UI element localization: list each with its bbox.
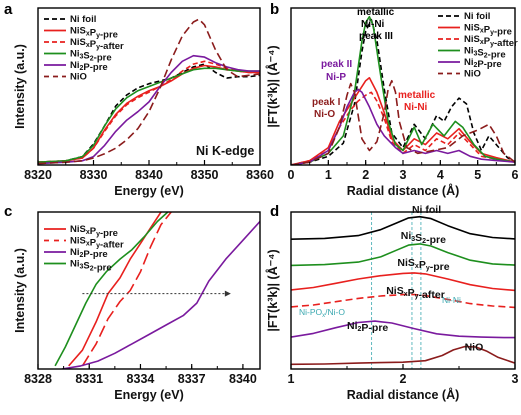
series-line-ni-3s-2-pre bbox=[54, 212, 169, 367]
shift-arrow-head bbox=[224, 290, 231, 297]
panel-label-b: b bbox=[270, 1, 279, 18]
legend-label: Ni2P-pre bbox=[70, 60, 108, 73]
legend-label: NiSxPy-pre bbox=[70, 224, 118, 239]
peak-three-label: peak III bbox=[359, 31, 393, 42]
x-tick-label: 8360 bbox=[246, 168, 274, 182]
ni-ni-top-label: Ni-Ni bbox=[361, 19, 385, 30]
legend-label: NiSxPy-after bbox=[70, 236, 124, 251]
legend-label: NiSxPy-after bbox=[464, 34, 518, 49]
series-layer-d bbox=[291, 215, 515, 366]
plot-frame-c bbox=[37, 211, 261, 370]
x-axis-label: Radial distance (Å) bbox=[347, 183, 460, 198]
x-axis-label: Energy (eV) bbox=[114, 388, 183, 402]
x-tick-label: 1 bbox=[325, 168, 332, 182]
legend-label: Ni foil bbox=[70, 14, 96, 25]
x-tick-label: 8337 bbox=[178, 372, 206, 386]
y-axis-label: Intensity (a.u.) bbox=[13, 44, 27, 129]
series-line-ni-3s-2-pre bbox=[291, 15, 515, 165]
series-line-ni-3s-2-pre bbox=[291, 243, 515, 267]
metallic-top-label: metallic bbox=[357, 7, 395, 18]
series-line-ni-foil bbox=[291, 18, 515, 165]
legend-label: Ni3S2-pre bbox=[70, 49, 112, 64]
legend-label: Ni foil bbox=[464, 11, 490, 22]
x-tick-label: 2 bbox=[400, 372, 407, 386]
x-tick-label: 8331 bbox=[75, 372, 103, 386]
legend-label: NiSxPy-pre bbox=[70, 26, 118, 41]
x-tick-label: 8320 bbox=[24, 168, 52, 182]
y-axis-label: |FT(k³k)| (Å⁻⁴) bbox=[265, 249, 280, 331]
y-axis-label: |FT(k³k)| (Å⁻⁴) bbox=[265, 45, 280, 127]
legend-label: NiO bbox=[464, 69, 481, 80]
series-label-ni-2p-pre: Ni2P-pre bbox=[347, 320, 388, 334]
legend-label: NiO bbox=[70, 72, 87, 83]
series-line-nio bbox=[291, 79, 515, 165]
metallic-red-label: metallic bbox=[398, 90, 436, 101]
ni-pox-label: Ni-POx/Ni-O bbox=[299, 307, 345, 319]
series-layer-c bbox=[54, 212, 260, 369]
series-line-ni-foil bbox=[38, 63, 260, 163]
x-tick-label: 3 bbox=[400, 168, 407, 182]
series-line-ni-2p-pre bbox=[61, 220, 260, 369]
y-axis-label: Intensity (a.u.) bbox=[13, 248, 27, 333]
legend-a: Ni foilNiSxPy-preNiSxPy-afterNi3S2-preNi… bbox=[44, 14, 124, 83]
panel-d: 1 2 3 Radial distance (Å) |FT(k³k)| (Å⁻⁴) Ni … bbox=[265, 204, 519, 402]
x-tick-label: 0 bbox=[288, 168, 295, 182]
legend-label: Ni2P-pre bbox=[70, 247, 108, 260]
x-tick-label: 5 bbox=[474, 168, 481, 182]
series-label-nis-xp-y-after: NiSxPy-after bbox=[386, 285, 445, 301]
ni-ni-d-label: Ni-Ni bbox=[442, 295, 461, 305]
series-line-ni-foil bbox=[291, 215, 515, 240]
series-line-nis-xp-y-pre bbox=[291, 272, 515, 292]
peak-two-label: peak II bbox=[321, 59, 352, 70]
panel-label-a: a bbox=[4, 1, 13, 18]
panel-label-c: c bbox=[4, 203, 12, 220]
series-line-nis-xp-y-after bbox=[81, 212, 172, 367]
legend-b: Ni foilNiSxPy-preNiSxPy-afterNi3S2-preNi… bbox=[438, 11, 518, 80]
ni-ni-red-label: Ni-Ni bbox=[404, 102, 428, 113]
legend-label: Ni3S2-pre bbox=[464, 46, 506, 61]
x-tick-label: 8330 bbox=[80, 168, 108, 182]
legend-label: NiSxPy-pre bbox=[464, 23, 512, 38]
series-layer-a bbox=[38, 18, 260, 165]
series-label-ni-foil: Ni foil bbox=[412, 204, 441, 216]
series-line-ni-2p-pre bbox=[291, 320, 515, 339]
x-tick-label: 6 bbox=[512, 168, 519, 182]
series-label-nis-xp-y-pre: NiSxPy-pre bbox=[397, 257, 449, 273]
series-line-nis-xp-y-after bbox=[291, 91, 515, 165]
panel-c: 8328 8331 8334 8337 8340 Energy (eV) Intensity… bbox=[13, 211, 261, 402]
x-tick-label: 8340 bbox=[229, 372, 257, 386]
series-line-nio bbox=[38, 18, 260, 165]
ni-o-label: Ni-O bbox=[314, 109, 335, 120]
x-tick-label: 1 bbox=[288, 372, 295, 386]
x-tick-label: 8350 bbox=[191, 168, 219, 182]
x-tick-label: 8340 bbox=[135, 168, 163, 182]
x-axis-label: Radial distance (Å) bbox=[347, 387, 460, 402]
x-tick-label: 2 bbox=[362, 168, 369, 182]
x-axis-label: Energy (eV) bbox=[114, 184, 183, 198]
x-tick-label: 3 bbox=[512, 372, 519, 386]
peak-one-label: peak I bbox=[312, 97, 341, 108]
series-label-nio: NiO bbox=[465, 341, 484, 353]
series-layer-b bbox=[291, 15, 515, 165]
x-tick-label: 8328 bbox=[24, 372, 52, 386]
series-line-ni-2p-pre bbox=[291, 88, 515, 165]
panel-a: 8320 8330 8340 8350 8360 Energy (eV) Intensity… bbox=[13, 7, 274, 198]
series-label-ni-3s-2-pre: Ni3S2-pre bbox=[401, 230, 446, 246]
panel-label-d: d bbox=[270, 203, 279, 220]
panel-b: 0 1 2 3 4 5 6 Radial distance (Å) |FT(k³k)| (Å⁻⁴… bbox=[265, 7, 519, 198]
legend-label: Ni3S2-pre bbox=[70, 259, 112, 274]
ni-k-edge-label: Ni K-edge bbox=[196, 144, 254, 158]
ni-p-label: Ni-P bbox=[326, 72, 346, 83]
series-line-nio bbox=[291, 345, 515, 366]
legend-label: Ni2P-pre bbox=[464, 57, 502, 70]
legend-label: NiSxPy-after bbox=[70, 37, 124, 52]
x-tick-label: 8334 bbox=[127, 372, 155, 386]
x-tick-label: 4 bbox=[437, 168, 444, 182]
